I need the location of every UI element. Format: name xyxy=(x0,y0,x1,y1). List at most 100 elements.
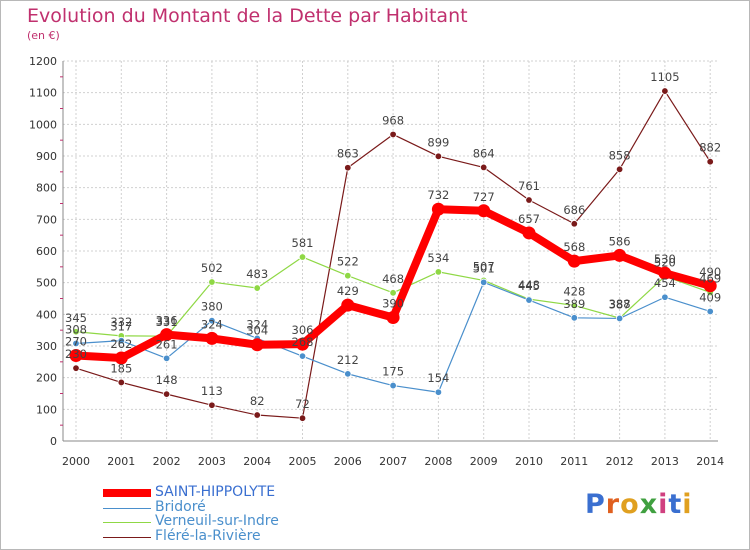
legend-label: Fléré-la-Rivière xyxy=(155,527,261,544)
logo-letter: i xyxy=(658,489,669,520)
data-point xyxy=(298,414,307,422)
legend-label: Verneuil-sur-Indre xyxy=(155,513,279,529)
data-label: 445 xyxy=(518,279,540,293)
data-point xyxy=(208,278,216,286)
data-point xyxy=(253,284,261,292)
data-label: 502 xyxy=(201,261,223,275)
data-point xyxy=(613,248,627,262)
data-label: 261 xyxy=(156,337,178,351)
data-point xyxy=(205,331,219,345)
legend-label: SAINT-HIPPOLYTE xyxy=(155,484,276,500)
legend-swatch xyxy=(103,522,151,523)
data-point xyxy=(72,339,80,348)
legend-swatch xyxy=(103,536,151,538)
data-label: 732 xyxy=(427,188,449,202)
data-label: 686 xyxy=(563,203,585,217)
y-tick-label: 500 xyxy=(36,277,57,290)
data-label: 388 xyxy=(609,297,631,311)
data-label: 212 xyxy=(337,353,359,367)
data-label: 864 xyxy=(473,146,495,160)
data-point xyxy=(344,272,352,280)
data-point xyxy=(341,298,355,312)
x-tick-label: 2008 xyxy=(424,455,452,468)
data-point xyxy=(480,163,488,172)
data-point xyxy=(344,164,352,172)
legend-swatch xyxy=(103,507,151,509)
chart-subtitle: (en €) xyxy=(27,29,60,42)
x-tick-label: 2005 xyxy=(289,455,317,468)
chart-title: Evolution du Montant de la Dette par Hab… xyxy=(27,5,468,27)
data-point xyxy=(162,354,171,363)
logo-letter: x xyxy=(639,489,659,520)
data-label: 387 xyxy=(609,297,631,311)
data-point xyxy=(570,301,578,310)
data-label: 390 xyxy=(382,297,404,311)
data-point xyxy=(253,411,261,419)
y-tick-label: 200 xyxy=(36,372,57,385)
data-label: 304 xyxy=(246,324,268,338)
data-label: 581 xyxy=(292,236,314,250)
data-label: 882 xyxy=(699,141,721,155)
legend-item: Fléré-la-Rivière xyxy=(103,527,343,545)
data-label: 306 xyxy=(292,323,314,337)
legend-label: Bridoré xyxy=(155,498,206,515)
x-tick-label: 2001 xyxy=(107,455,135,468)
data-label: 230 xyxy=(65,347,87,361)
data-point xyxy=(208,401,216,409)
data-label: 534 xyxy=(427,251,449,265)
data-label: 657 xyxy=(518,212,540,226)
series-layer xyxy=(69,87,717,422)
data-point xyxy=(522,226,536,240)
data-label: 409 xyxy=(699,290,721,304)
x-tick-label: 2007 xyxy=(379,455,407,468)
data-label: 148 xyxy=(156,373,178,387)
data-point xyxy=(525,296,533,304)
data-point xyxy=(658,266,672,280)
data-point xyxy=(386,311,400,324)
data-label: 336 xyxy=(156,314,178,328)
data-label: 331 xyxy=(156,315,178,329)
data-label: 507 xyxy=(473,259,495,273)
data-point xyxy=(615,165,624,173)
data-label: 483 xyxy=(246,267,268,281)
data-point xyxy=(344,370,352,378)
data-label: 332 xyxy=(110,315,132,329)
x-tick-label: 2011 xyxy=(560,455,588,468)
data-point xyxy=(296,337,309,351)
data-label: 270 xyxy=(65,335,87,349)
y-tick-label: 0 xyxy=(50,435,57,448)
data-point xyxy=(162,390,171,398)
logo-letter: o xyxy=(620,489,640,520)
data-point xyxy=(389,289,397,297)
grid-layer xyxy=(63,60,718,442)
y-tick-label: 700 xyxy=(36,213,57,226)
legend-item: Bridoré xyxy=(103,498,343,516)
data-point xyxy=(434,388,443,396)
data-point xyxy=(703,279,717,293)
data-label: 968 xyxy=(382,113,404,127)
data-label: 308 xyxy=(65,322,87,336)
data-label: 429 xyxy=(337,284,359,298)
data-label: 268 xyxy=(292,335,314,349)
data-point xyxy=(117,378,125,387)
data-point xyxy=(525,196,533,204)
data-label-layer: 230 185 148 113 82 72 863 968 899 864 761 686 858 110… xyxy=(65,70,721,411)
y-tick-label: 600 xyxy=(36,245,57,258)
data-point xyxy=(114,351,128,365)
data-point xyxy=(615,314,624,323)
y-tick-label: 300 xyxy=(36,340,57,353)
x-tick-label: 2004 xyxy=(243,455,271,468)
data-point xyxy=(389,130,397,139)
y-tick-label: 1100 xyxy=(29,87,57,100)
data-point xyxy=(72,328,80,336)
logo-letter: r xyxy=(605,489,621,520)
data-point xyxy=(208,316,216,325)
y-tick-label: 1200 xyxy=(29,55,57,68)
data-label: 586 xyxy=(609,234,631,248)
data-label: 82 xyxy=(250,394,265,408)
data-label: 324 xyxy=(201,317,223,331)
data-label: 468 xyxy=(382,272,404,286)
data-label: 380 xyxy=(201,300,223,314)
y-tick-label: 900 xyxy=(36,150,57,163)
data-point xyxy=(570,314,578,322)
